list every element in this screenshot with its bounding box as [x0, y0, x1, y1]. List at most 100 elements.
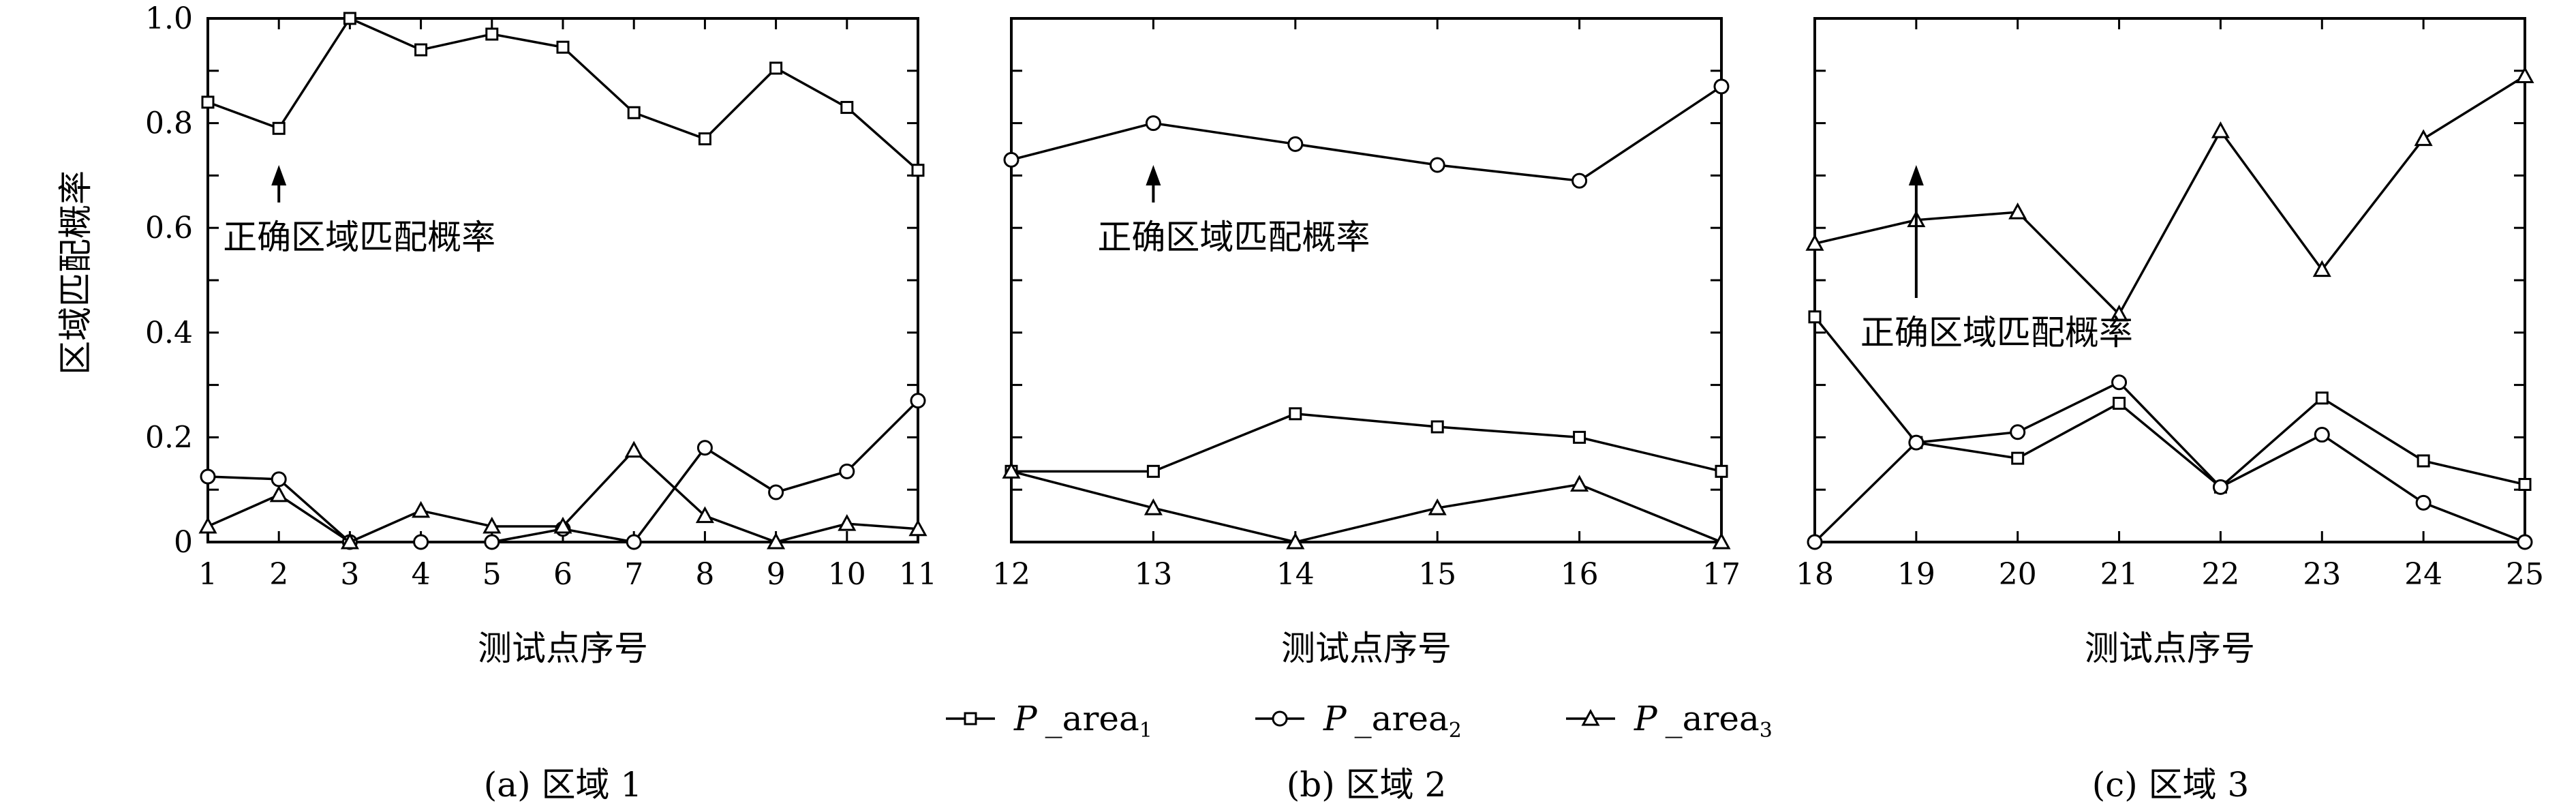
panel-c: 18 19 20 21 22 23 24 25 测试点序号 正确区域匹配概率: [1796, 17, 2544, 668]
data-point: [1807, 534, 1823, 550]
legend: P _area1 P _area2 P _area3: [946, 699, 1773, 742]
y-tick-label: 0.2: [145, 420, 193, 455]
data-point: [1715, 464, 1728, 478]
annotation-text: 正确区域匹配概率: [1860, 313, 2133, 352]
x-tick-label: 12: [992, 557, 1030, 592]
data-point: [2517, 534, 2533, 550]
data-point: [911, 164, 925, 177]
data-point: [484, 534, 500, 550]
caption-c: (c) 区域 3: [2092, 765, 2250, 805]
x-tick-label: 19: [1897, 557, 1935, 592]
data-point: [485, 27, 499, 41]
series-line-2: [1011, 85, 1722, 182]
data-point: [201, 95, 215, 109]
data-point: [2314, 427, 2330, 443]
data-point: [767, 532, 786, 550]
data-point: [696, 440, 713, 456]
x-tick-label: 22: [2201, 557, 2239, 592]
data-point: [1146, 464, 1160, 478]
x-tick-label: 25: [2506, 557, 2544, 592]
data-point: [1286, 532, 1305, 550]
legend-label-text: area: [1372, 699, 1449, 738]
x-tick-label: 9: [767, 557, 786, 592]
data-point: [1712, 532, 1731, 550]
data-point: [2008, 202, 2027, 220]
x-tick-label: 6: [553, 557, 572, 592]
data-point: [2111, 374, 2128, 391]
legend-label-base: P: [1634, 699, 1658, 738]
data-point: [2212, 479, 2228, 495]
series-line-3: [1814, 74, 2526, 316]
caption-a: (a) 区域 1: [484, 765, 642, 805]
data-point: [626, 534, 642, 550]
data-point: [2415, 494, 2432, 511]
data-point: [269, 485, 288, 502]
x-tick-label: 18: [1796, 557, 1834, 592]
data-point: [1428, 498, 1447, 515]
x-axis-title: 测试点序号: [2085, 629, 2255, 668]
x-tick-label: 10: [828, 557, 866, 592]
data-point: [2010, 424, 2026, 440]
series-line-2: [1813, 380, 2526, 543]
data-point: [1287, 136, 1304, 152]
caption-b: (b) 区域 2: [1287, 765, 1447, 805]
legend-label-3: P _area3: [1634, 699, 1773, 742]
data-point: [2515, 66, 2534, 83]
data-point: [910, 393, 926, 409]
y-tick-label: 0.6: [145, 211, 193, 245]
data-point: [1570, 475, 1589, 492]
data-point: [1713, 78, 1730, 95]
data-point: [1145, 115, 1161, 132]
data-point: [624, 440, 643, 458]
legend-label-sep: _: [1355, 699, 1372, 738]
x-axis-title: 测试点序号: [1281, 629, 1452, 668]
x-tick-label: 4: [412, 557, 431, 592]
annotation-arrow-head: [1146, 165, 1161, 185]
plot-frame-b: [1010, 17, 1723, 543]
data-point: [413, 534, 429, 550]
data-point: [272, 121, 286, 135]
annotation-arrow-head: [1908, 165, 1924, 185]
legend-label-subscript: 2: [1449, 719, 1462, 742]
x-tick-label: 13: [1134, 557, 1172, 592]
legend-label-sep: _: [1666, 699, 1683, 738]
legend-label-base: P: [1323, 699, 1347, 738]
x-tick-label: 14: [1276, 557, 1315, 592]
legend-label-text: area: [1683, 699, 1760, 738]
data-point: [200, 468, 216, 485]
x-tick-label: 21: [2100, 557, 2138, 592]
data-point: [840, 101, 854, 115]
legend-marker-3: [1581, 708, 1600, 726]
y-tick-label: 0.4: [145, 316, 193, 350]
data-point: [1144, 498, 1163, 515]
data-point: [482, 516, 502, 534]
legend-marker-2: [1272, 710, 1288, 727]
x-tick-label: 15: [1418, 557, 1456, 592]
data-point: [553, 516, 572, 534]
data-point: [1573, 430, 1586, 444]
x-tick-label: 3: [340, 557, 359, 592]
data-point: [412, 500, 431, 518]
data-point: [340, 532, 359, 550]
data-point: [2011, 451, 2025, 465]
data-point: [1429, 157, 1445, 173]
y-axis-title: 区域匹配概率: [56, 170, 95, 375]
data-point: [2312, 260, 2331, 278]
x-tick-label: 11: [899, 557, 937, 592]
data-point: [695, 506, 714, 524]
data-point: [698, 132, 711, 146]
legend-label-2: P _area2: [1323, 699, 1462, 742]
legend-marker-1: [964, 712, 977, 725]
x-tick-label: 17: [1702, 557, 1741, 592]
data-point: [1002, 462, 1021, 479]
data-point: [1003, 151, 1019, 168]
x-tick-label: 16: [1561, 557, 1599, 592]
legend-label-sep: _: [1045, 699, 1062, 738]
data-point: [1808, 310, 1822, 324]
x-tick-label: 1: [198, 557, 217, 592]
y-tick-label: 0: [174, 525, 193, 560]
data-point: [1805, 234, 1824, 251]
legend-label-subscript: 3: [1760, 719, 1773, 742]
legend-label-base: P: [1013, 699, 1038, 738]
